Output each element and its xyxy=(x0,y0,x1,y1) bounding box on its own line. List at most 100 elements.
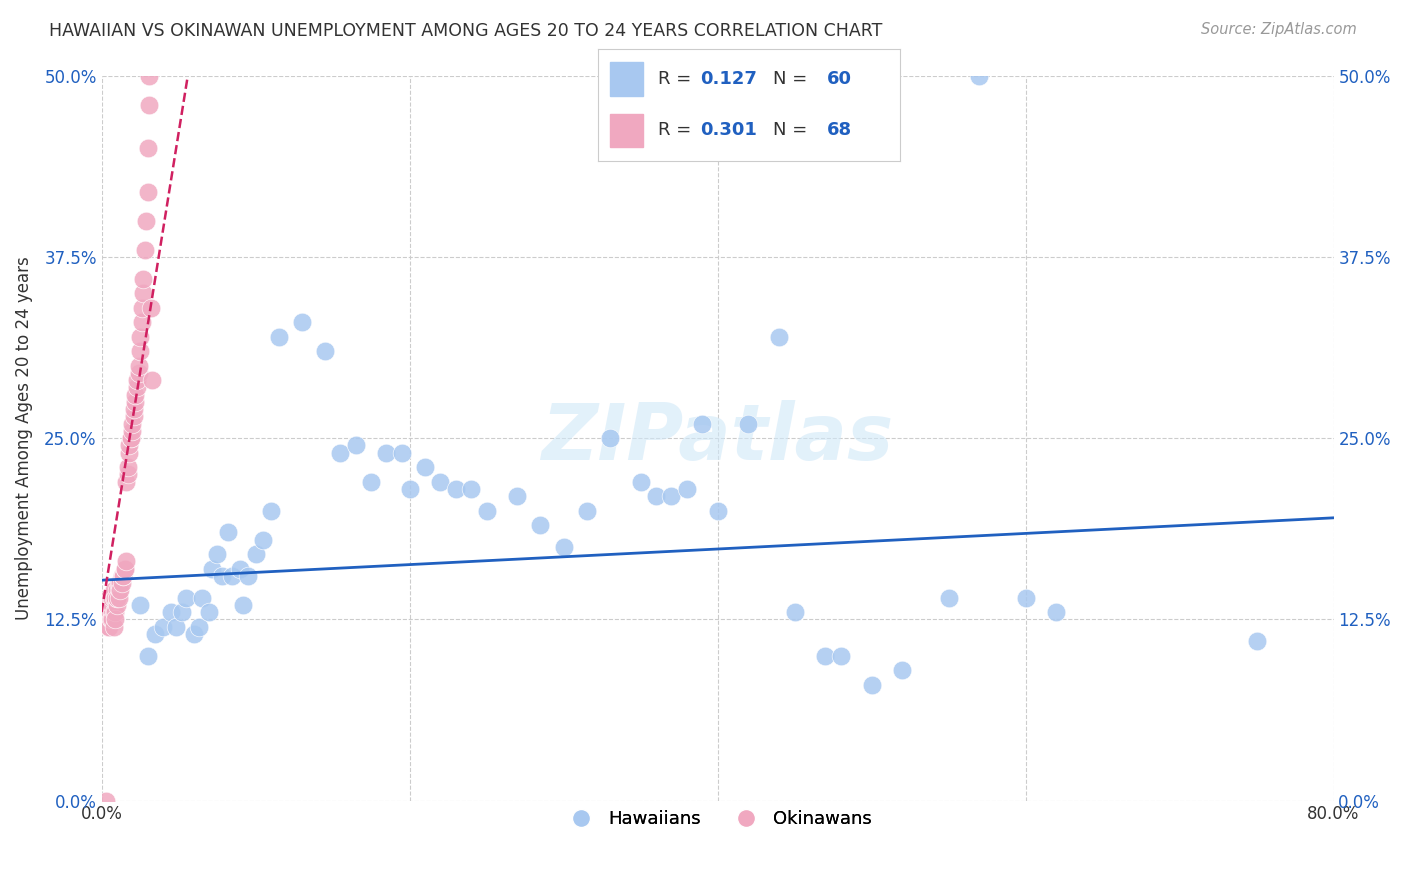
Point xyxy=(221,569,243,583)
Text: Source: ZipAtlas.com: Source: ZipAtlas.com xyxy=(1201,22,1357,37)
Point xyxy=(938,591,960,605)
Point xyxy=(139,39,162,54)
Point xyxy=(117,467,139,482)
Point xyxy=(139,301,162,315)
Point xyxy=(830,648,852,663)
Point xyxy=(115,475,138,489)
Point xyxy=(1246,634,1268,648)
Point xyxy=(391,445,413,459)
Point xyxy=(1014,591,1036,605)
Text: 60: 60 xyxy=(827,70,852,88)
Point xyxy=(174,591,197,605)
Text: N =: N = xyxy=(773,121,813,139)
Text: R =: R = xyxy=(658,70,697,88)
Point xyxy=(706,503,728,517)
Point xyxy=(413,460,436,475)
Point xyxy=(291,315,314,329)
Point xyxy=(100,612,122,626)
Point xyxy=(630,475,652,489)
Point xyxy=(136,185,159,199)
Point xyxy=(553,540,575,554)
Point xyxy=(267,329,290,343)
Text: ZIPatlas: ZIPatlas xyxy=(541,401,894,476)
Y-axis label: Unemployment Among Ages 20 to 24 years: Unemployment Among Ages 20 to 24 years xyxy=(15,256,32,620)
Point xyxy=(129,344,152,359)
Point xyxy=(101,598,124,612)
Point xyxy=(783,605,806,619)
Point xyxy=(360,475,382,489)
Point xyxy=(444,482,467,496)
Point xyxy=(124,394,146,409)
Point xyxy=(969,69,991,83)
Point xyxy=(1045,605,1067,619)
Point xyxy=(217,525,239,540)
Point xyxy=(132,286,155,301)
Point xyxy=(236,569,259,583)
Point xyxy=(103,605,125,619)
Text: HAWAIIAN VS OKINAWAN UNEMPLOYMENT AMONG AGES 20 TO 24 YEARS CORRELATION CHART: HAWAIIAN VS OKINAWAN UNEMPLOYMENT AMONG … xyxy=(49,22,883,40)
Point xyxy=(101,605,124,619)
Point xyxy=(768,329,790,343)
Point xyxy=(529,518,551,533)
Point xyxy=(205,547,228,561)
Point xyxy=(112,569,135,583)
Point xyxy=(211,569,233,583)
Point xyxy=(129,329,152,343)
Point xyxy=(131,301,153,315)
Point xyxy=(136,141,159,155)
Point xyxy=(575,503,598,517)
Point xyxy=(120,431,142,445)
Point xyxy=(245,547,267,561)
Point xyxy=(97,619,120,633)
Point xyxy=(131,315,153,329)
Point xyxy=(737,417,759,431)
Point xyxy=(659,489,682,503)
Point xyxy=(129,598,152,612)
Point xyxy=(229,561,252,575)
Text: 0.301: 0.301 xyxy=(700,121,758,139)
Point xyxy=(98,591,121,605)
Point xyxy=(96,794,118,808)
Point xyxy=(134,243,156,257)
Point xyxy=(118,445,141,459)
Point xyxy=(506,489,529,503)
Text: 68: 68 xyxy=(827,121,852,139)
Point xyxy=(120,431,142,445)
Point xyxy=(112,569,135,583)
Bar xyxy=(610,114,643,147)
Point xyxy=(104,591,127,605)
Point xyxy=(122,402,145,417)
Point xyxy=(860,677,883,691)
Point xyxy=(115,554,138,568)
Point xyxy=(121,417,143,431)
Point xyxy=(125,373,148,387)
Point xyxy=(135,213,157,227)
Point xyxy=(183,627,205,641)
Bar xyxy=(610,62,643,96)
Point xyxy=(105,583,128,598)
Point xyxy=(232,598,254,612)
Point xyxy=(429,475,451,489)
Point xyxy=(152,619,174,633)
Point xyxy=(132,271,155,285)
Point xyxy=(104,612,127,626)
Point xyxy=(107,591,129,605)
Point xyxy=(165,619,187,633)
Point xyxy=(314,344,336,359)
Point xyxy=(118,438,141,452)
Point xyxy=(201,561,224,575)
Point xyxy=(98,619,121,633)
Point xyxy=(187,619,209,633)
Text: R =: R = xyxy=(658,121,697,139)
Point xyxy=(101,612,124,626)
Point xyxy=(160,605,183,619)
Point xyxy=(170,605,193,619)
Point xyxy=(475,503,498,517)
Point xyxy=(110,576,132,591)
Text: 0.127: 0.127 xyxy=(700,70,758,88)
Point xyxy=(329,445,352,459)
Point xyxy=(138,69,160,83)
Point xyxy=(104,605,127,619)
Point xyxy=(645,489,668,503)
Point xyxy=(460,482,482,496)
